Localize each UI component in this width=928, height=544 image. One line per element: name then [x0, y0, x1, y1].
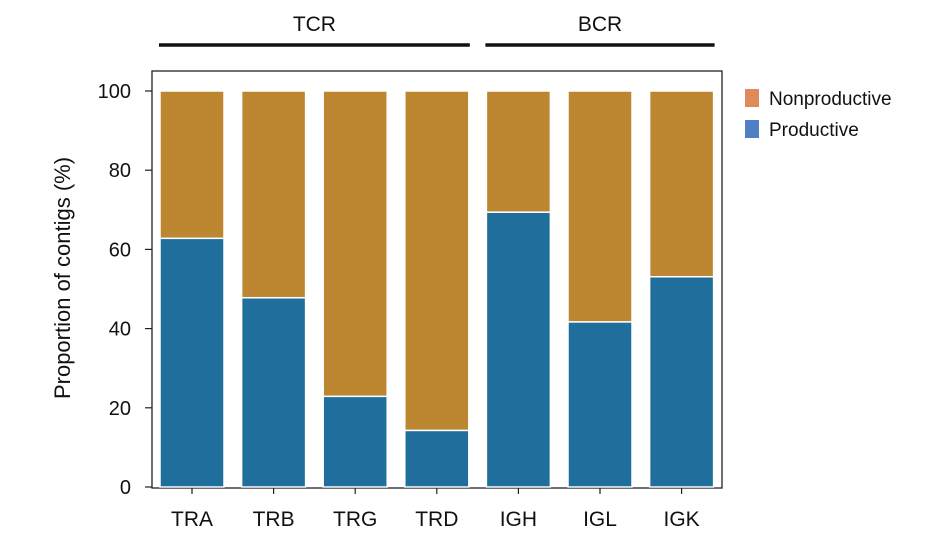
- bar-productive-trg: [322, 395, 388, 488]
- group-label-bcr: BCR: [578, 13, 622, 36]
- bar-nonproductive-trb: [240, 90, 307, 299]
- y-tick-label-0: 0: [120, 477, 131, 499]
- bar-nonproductive-trd: [404, 90, 470, 432]
- x-tick-label-trd: TRD: [415, 508, 458, 531]
- x-tick-label-igl: IGL: [583, 508, 617, 531]
- group-label-tcr: TCR: [293, 13, 336, 36]
- x-tick-label-trb: TRB: [253, 508, 295, 531]
- bars: [159, 90, 715, 488]
- y-tick-label-80: 80: [109, 160, 131, 182]
- y-tick-label-40: 40: [109, 319, 131, 341]
- bar-nonproductive-tra: [159, 90, 225, 240]
- x-tick-label-tra: TRA: [171, 508, 213, 531]
- bar-productive-igk: [648, 275, 715, 488]
- bar-nonproductive-igk: [648, 90, 715, 278]
- legend-swatch-productive: [745, 120, 759, 138]
- legend: Nonproductive Productive: [745, 89, 892, 141]
- legend-label-productive: Productive: [769, 120, 859, 141]
- group-brackets: TCR BCR: [159, 13, 715, 47]
- bar-productive-tra: [159, 237, 225, 488]
- bar-nonproductive-trg: [322, 90, 388, 398]
- bar-nonproductive-igl: [567, 90, 633, 323]
- x-tick-label-trg: TRG: [333, 508, 377, 531]
- legend-swatch-nonproductive: [745, 89, 759, 107]
- legend-label-nonproductive: Nonproductive: [769, 89, 892, 110]
- bar-nonproductive-igh: [485, 90, 552, 213]
- bar-productive-trd: [404, 429, 470, 488]
- y-tick-label-100: 100: [98, 81, 131, 103]
- x-tick-label-igk: IGK: [664, 508, 700, 531]
- axes: TRA TRB TRG TRD IGH IGL IGK 0 20 40 60 80 100: [98, 81, 700, 531]
- bar-productive-trb: [240, 296, 307, 488]
- bar-productive-igh: [485, 211, 552, 488]
- y-axis-title: Proportion of contigs (%): [50, 157, 75, 399]
- y-tick-label-20: 20: [109, 398, 131, 420]
- bar-productive-igl: [567, 321, 633, 488]
- y-tick-label-60: 60: [109, 239, 131, 261]
- x-tick-label-igh: IGH: [500, 508, 537, 531]
